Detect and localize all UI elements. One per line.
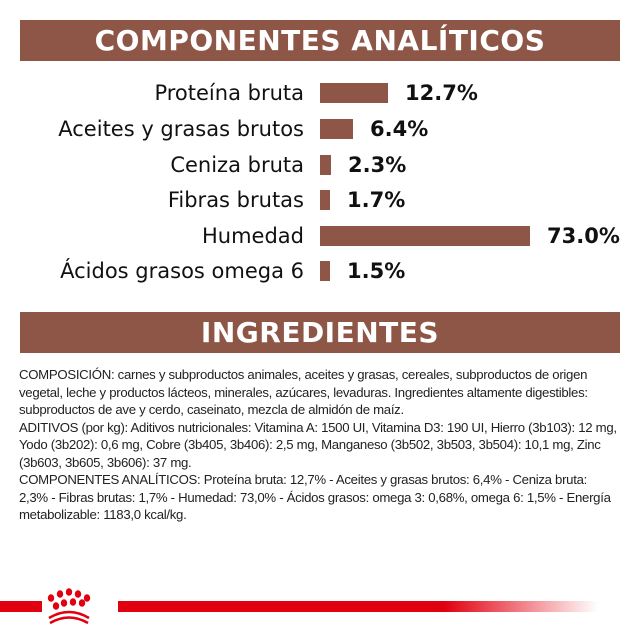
category-label: Ceniza bruta [170, 153, 304, 177]
bar [320, 226, 530, 246]
bar [320, 155, 331, 175]
value-label: 6.4% [370, 117, 429, 141]
value-label: 73.0% [547, 224, 620, 248]
bar [320, 119, 353, 139]
value-label: 1.5% [347, 259, 406, 283]
category-label: Fibras brutas [167, 188, 304, 212]
brand-line-left [0, 601, 42, 612]
bar [320, 83, 388, 103]
chart-row: Humedad 73.0% [0, 224, 640, 248]
composition-paragraph: COMPOSICIÓN: carnes y subproductos anima… [19, 367, 588, 417]
value-label: 2.3% [348, 153, 407, 177]
chart-row: Fibras brutas 1.7% [0, 188, 640, 212]
category-label: Aceites y grasas brutos [58, 117, 304, 141]
value-label: 1.7% [347, 188, 406, 212]
royal-canin-crown-icon [47, 588, 91, 625]
analytic-paragraph: COMPONENTES ANALÍTICOS: Proteína bruta: … [19, 472, 611, 522]
brand-line-right [118, 601, 598, 612]
components-header: COMPONENTES ANALÍTICOS [20, 20, 620, 61]
ingredients-text: COMPOSICIÓN: carnes y subproductos anima… [19, 366, 619, 524]
additives-paragraph: ADITIVOS (por kg): Aditivos nutricionale… [19, 419, 617, 470]
ingredients-header: INGREDIENTES [20, 312, 620, 353]
chart-row: Proteína bruta 12.7% [0, 81, 640, 105]
value-label: 12.7% [405, 81, 478, 105]
category-label: Ácidos grasos omega 6 [60, 259, 304, 283]
category-label: Proteína bruta [154, 81, 304, 105]
bar [320, 261, 330, 281]
chart-row: Aceites y grasas brutos 6.4% [0, 117, 640, 141]
chart-row: Ácidos grasos omega 6 1.5% [0, 259, 640, 283]
category-label: Humedad [201, 224, 304, 248]
chart-row: Ceniza bruta 2.3% [0, 153, 640, 177]
bar [320, 190, 330, 210]
